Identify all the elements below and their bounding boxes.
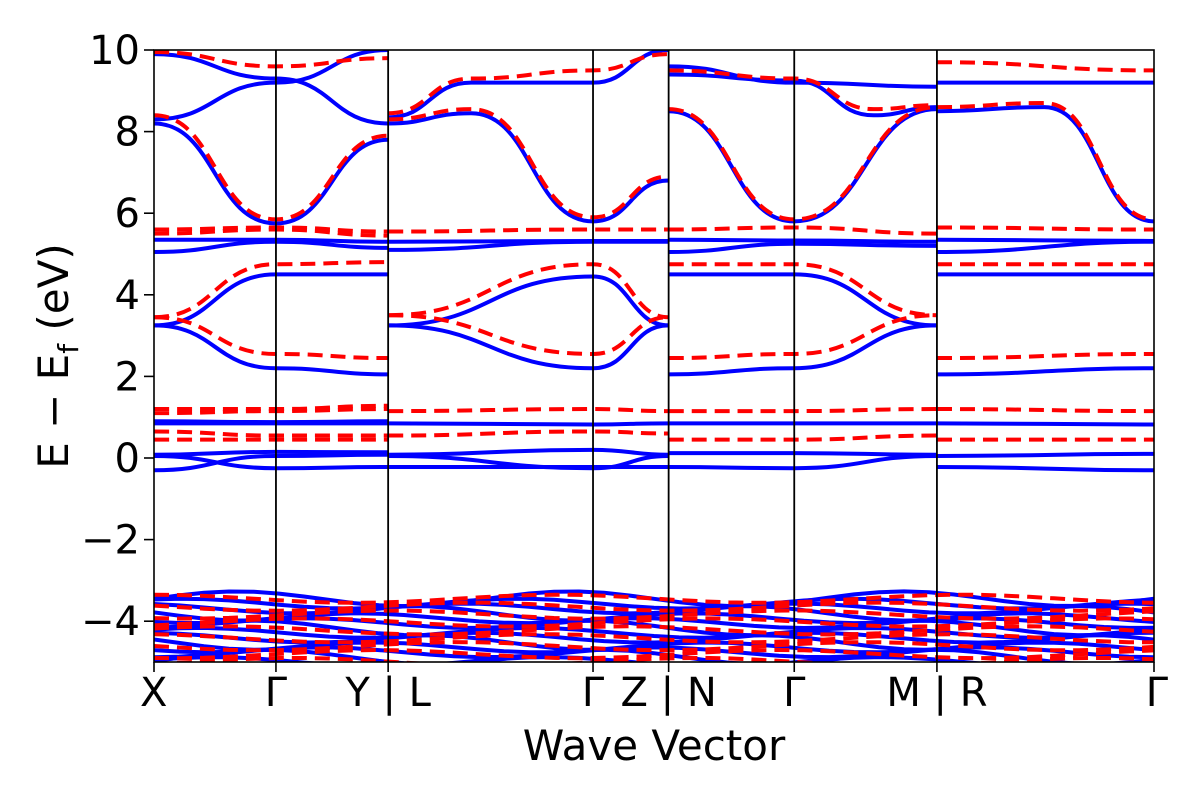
model-band-line xyxy=(154,237,389,244)
low-reference-band xyxy=(154,640,1154,653)
model-band-line xyxy=(388,421,669,427)
reference-band-line xyxy=(388,107,669,220)
model-band-line xyxy=(388,238,669,244)
reference-band-line xyxy=(388,429,669,438)
y-axis-label-main: E − E xyxy=(29,354,78,469)
y-axis-ticks: 10 8 6 4 2 0 −2 −4 xyxy=(81,28,154,645)
model-band-line xyxy=(936,366,1154,377)
x-axis-label: Wave Vector xyxy=(523,721,786,770)
model-band-line xyxy=(154,323,389,377)
model-band-line xyxy=(154,50,389,122)
y-tick-label: −4 xyxy=(81,599,140,645)
model-band-line xyxy=(668,272,937,328)
y-axis-label-unit: (eV) xyxy=(29,243,78,344)
reference-band-line xyxy=(668,262,937,318)
x-tick-label: Γ xyxy=(265,670,288,716)
x-tick-label: Γ xyxy=(783,670,806,716)
plot-frame xyxy=(153,49,1155,663)
reference-band-line xyxy=(154,403,389,412)
y-tick-label: 6 xyxy=(115,191,140,237)
reference-band-line xyxy=(388,227,669,234)
model-band-line xyxy=(388,323,669,371)
model-band-line xyxy=(388,274,669,328)
y-tick-label: 4 xyxy=(115,273,140,319)
low-model-band xyxy=(154,640,1154,655)
x-tick-label: Z | N xyxy=(621,670,717,716)
y-tick-label: 0 xyxy=(115,436,140,482)
model-band-line xyxy=(668,323,937,377)
reference-band-line xyxy=(936,101,1154,222)
x-tick-label: M | R xyxy=(886,670,987,716)
low-model-band xyxy=(154,589,1154,609)
high-symmetry-lines xyxy=(275,50,938,662)
x-tick-label: X xyxy=(140,670,167,716)
model-band-line xyxy=(154,272,389,328)
plot-area xyxy=(154,50,1154,662)
reference-band-line xyxy=(388,407,669,414)
reference-band-line xyxy=(154,113,389,222)
model-band-line xyxy=(388,447,669,457)
low-reference-band xyxy=(158,655,1154,662)
reference-band-line xyxy=(668,433,937,442)
model-band-line xyxy=(388,50,669,120)
model-band-line xyxy=(936,237,1154,243)
model-band-line xyxy=(154,419,389,425)
reference-band-line xyxy=(936,351,1154,361)
reference-band-line xyxy=(936,407,1154,414)
low-reference-band xyxy=(154,608,1154,621)
model-band-line xyxy=(668,241,937,254)
model-band-line xyxy=(668,453,937,471)
reference-band-line xyxy=(668,68,937,112)
y-tick-label: 8 xyxy=(115,110,140,156)
x-axis-ticks: X Γ Y | L Γ Z | N Γ M | R Γ xyxy=(140,662,1169,716)
model-band-line xyxy=(936,421,1154,427)
reference-band-line xyxy=(668,313,937,361)
reference-band-line xyxy=(388,313,669,356)
model-band-line xyxy=(936,451,1154,458)
model-band-line xyxy=(668,451,937,457)
y-axis-label: E − Ef (eV) xyxy=(29,243,85,469)
reference-band-line xyxy=(668,105,937,222)
low-reference-band xyxy=(154,624,1154,637)
model-band-line xyxy=(154,121,389,226)
model-band-line xyxy=(668,107,937,224)
low-reference-band xyxy=(154,647,1154,661)
low-reference-band xyxy=(154,632,1154,645)
low-energy-band-cluster xyxy=(154,589,1154,662)
reference-band-line xyxy=(668,225,937,236)
x-tick-label: Y | L xyxy=(344,670,431,716)
model-band-line xyxy=(936,239,1154,254)
y-tick-label: 10 xyxy=(89,28,140,74)
reference-band-line xyxy=(388,52,669,116)
low-reference-band xyxy=(154,616,1154,629)
y-axis-label-subscript: f xyxy=(52,343,85,354)
reference-band-line xyxy=(668,407,937,414)
reference-band-line xyxy=(154,315,389,361)
y-tick-label: −2 xyxy=(81,518,140,564)
model-band-line xyxy=(388,111,669,224)
y-tick-label: 2 xyxy=(115,354,140,400)
low-reference-band xyxy=(154,592,1154,605)
model-band-line xyxy=(668,72,937,118)
reference-band-line xyxy=(154,429,389,438)
band-lines xyxy=(154,50,1154,473)
x-tick-label: Γ xyxy=(1146,670,1169,716)
model-band-line xyxy=(668,237,937,244)
reference-band-line xyxy=(388,262,669,320)
low-reference-band xyxy=(154,600,1154,613)
model-band-line xyxy=(936,464,1154,473)
x-tick-label: Γ xyxy=(582,670,605,716)
reference-band-line xyxy=(936,225,1154,232)
reference-band-line xyxy=(936,60,1154,73)
reference-band-line xyxy=(154,260,389,320)
